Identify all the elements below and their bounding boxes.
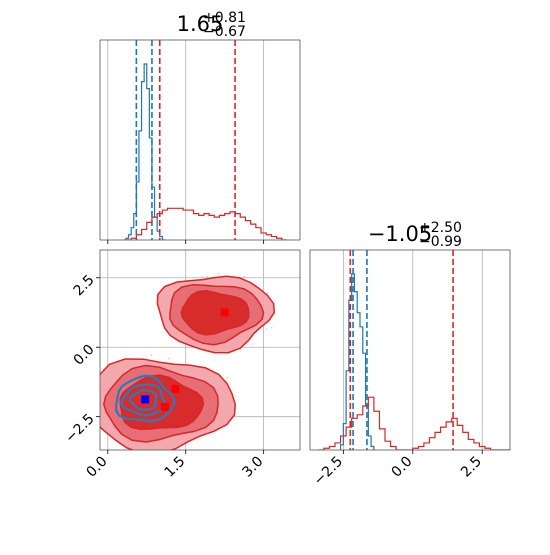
x-tick-marks [342,450,483,454]
tick-marks [96,277,265,454]
title-value: −1.05 [368,222,432,246]
red-contour-level [119,374,205,431]
sample-point [201,276,204,278]
sample-point [150,354,153,356]
sample-point [206,275,209,278]
histogram-step-line [125,207,288,240]
contour-group [100,275,276,450]
x-tick-label: 1.5 [161,454,188,481]
histogram-panel-x: 1.65 +0.81 −0.67 [99,10,301,244]
axes-frame [309,249,511,451]
histogram-step-line [123,63,165,240]
sample-point [168,357,170,360]
sample-point [87,391,89,393]
truth-marker [220,308,229,317]
sample-point [217,273,220,275]
blue-contour-level [120,383,167,417]
histogram-series-group [318,250,510,450]
y-tick-label: −2.5 [62,411,97,446]
x-tick-labels: 0.0 1.5 3.0 [84,454,267,481]
panel-title: −1.05 [368,222,432,246]
axes-frame [99,39,301,241]
sample-point [266,292,269,295]
truth-marker [171,384,180,393]
blue-contour-level [128,389,158,411]
x-tick-marks [107,240,265,244]
y-tick-labels: −2.5 0.0 2.5 [62,272,97,446]
grid-lines [107,40,265,240]
histogram-panel-y: −2.5 0.0 2.5 −1.05 +2.50 −0.99 [309,220,511,489]
panel-title: 1.65 [177,12,224,36]
x-tick-label: 3.0 [239,454,266,481]
sample-point [252,343,255,345]
y-tick-label: 0.0 [71,342,98,369]
sample-point [243,275,246,278]
x-tick-label: 2.5 [458,454,485,481]
histogram-step-line [318,396,510,450]
title-lower-error: −0.99 [419,234,462,250]
sample-point [265,328,268,331]
axes-frame [99,249,301,451]
marker-group [141,308,229,411]
sample-point [226,376,228,379]
x-tick-label: −2.5 [311,454,346,489]
sample-point [270,326,273,329]
title-upper-error: +0.81 [203,10,246,26]
truth-marker [141,395,150,404]
x-tick-labels: −2.5 0.0 2.5 [311,454,485,489]
title-lower-error: −0.67 [203,24,246,40]
grid-lines [342,250,483,450]
title-upper-error: +2.50 [419,220,462,236]
histogram-series-group [123,40,288,240]
x-tick-label: 0.0 [84,454,111,481]
contour-panel-xy: 0.0 1.5 3.0 −2.5 0.0 2.5 [62,249,301,481]
sample-point [93,390,95,392]
y-tick-label: 2.5 [71,272,98,299]
truth-marker [160,402,169,411]
title-value: 1.65 [177,12,224,36]
x-tick-label: 0.0 [389,454,416,481]
blue-contour-level [115,374,176,423]
red-contour-level [180,290,250,336]
histogram-step-line [339,273,375,450]
